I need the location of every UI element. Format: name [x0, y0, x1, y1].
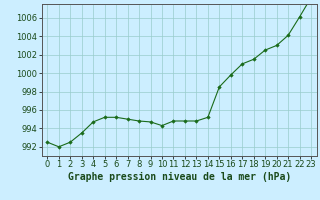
X-axis label: Graphe pression niveau de la mer (hPa): Graphe pression niveau de la mer (hPa) — [68, 172, 291, 182]
